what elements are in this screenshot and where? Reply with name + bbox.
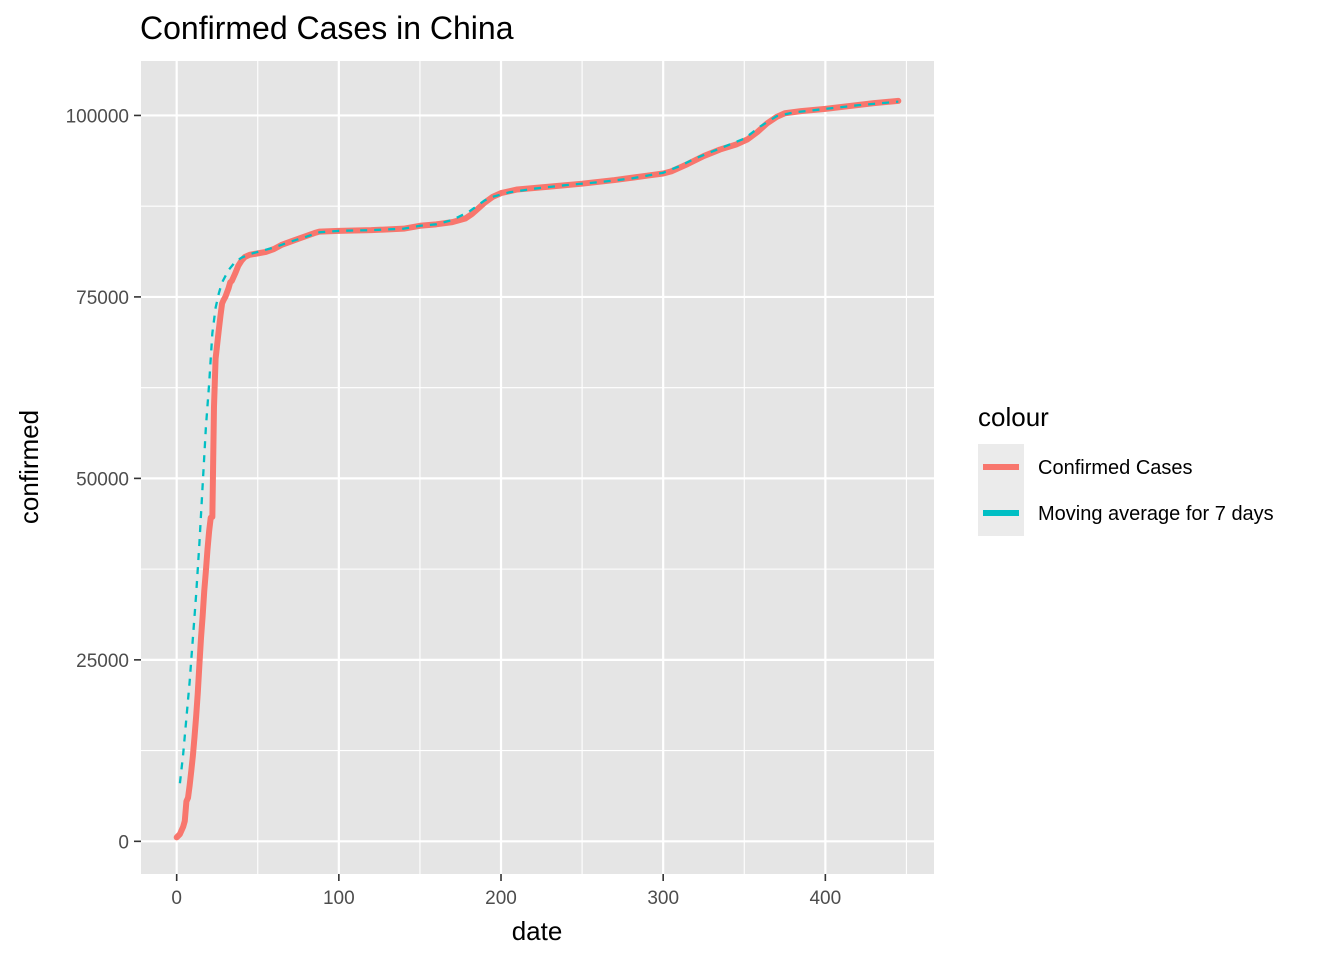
legend-title: colour [978,402,1049,432]
legend-label: Confirmed Cases [1038,457,1193,479]
series-lines [173,97,902,841]
series-line-confirmed-cases [173,97,902,841]
x-tick-label: 100 [323,888,355,909]
legend: colour Confirmed Cases Moving average for… [978,402,1274,536]
y-axis-title: confirmed [14,410,44,524]
plot-panel [141,61,934,874]
y-tick-label: 50000 [76,469,129,490]
x-tick-label: 0 [171,888,182,909]
series-line-moving-average [178,100,899,784]
x-axis-title: date [512,916,563,946]
axis-ticks [134,114,827,881]
tick-labels: 0 100 200 300 400 0 25000 50000 75000 100000 [66,106,842,909]
y-tick-label: 0 [118,832,129,853]
x-tick-label: 200 [485,888,517,909]
grid-lines [141,61,934,874]
y-tick-label: 25000 [76,651,129,672]
y-tick-label: 75000 [76,288,129,309]
legend-items: Confirmed Cases Moving average for 7 days [978,444,1274,536]
legend-label: Moving average for 7 days [1038,503,1274,525]
x-tick-label: 400 [809,888,841,909]
chart-title: Confirmed Cases in China [140,10,514,46]
x-tick-label: 300 [647,888,679,909]
y-tick-label: 100000 [66,106,129,127]
